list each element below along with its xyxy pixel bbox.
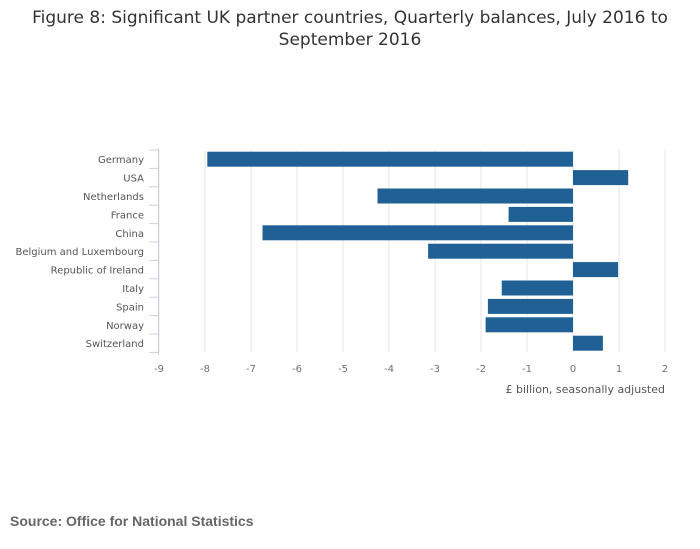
y-tick-label: China [115, 229, 144, 240]
x-tick-label: -7 [246, 364, 256, 375]
source-note: Source: Office for National Statistics [10, 513, 254, 529]
x-tick-label: -9 [154, 364, 164, 375]
x-tick-label: 1 [616, 364, 622, 375]
y-tick-label: Belgium and Luxembourg [16, 247, 145, 258]
bar[interactable] [573, 262, 619, 278]
y-axis-ticks [149, 148, 159, 355]
y-tick-label: Switzerland [86, 339, 144, 350]
x-tick-label: 2 [662, 364, 668, 375]
x-axis-title: £ billion, seasonally adjusted [506, 383, 665, 396]
bar[interactable] [377, 188, 574, 204]
x-tick-label: 0 [570, 364, 576, 375]
bar[interactable] [262, 225, 574, 241]
y-tick-label: Spain [116, 302, 144, 313]
x-tick-label: -8 [200, 364, 210, 375]
bar[interactable] [485, 317, 573, 333]
bar[interactable] [508, 206, 573, 222]
x-axis-labels: -9 -8 -7 -6 -5 -4 -3 -2 -1 0 1 2 [154, 364, 668, 375]
chart-title: Figure 8: Significant UK partner countri… [32, 8, 668, 50]
y-tick-label: Netherlands [83, 192, 144, 203]
x-tick-label: -5 [338, 364, 348, 375]
x-tick-label: -2 [476, 364, 486, 375]
y-axis-labels: Germany USA Netherlands France China Belgium … [16, 155, 145, 350]
bar[interactable] [573, 170, 629, 186]
bar[interactable] [501, 280, 573, 296]
bar[interactable] [487, 298, 573, 314]
bar[interactable] [428, 243, 573, 259]
y-tick-label: France [111, 210, 144, 221]
bars [207, 151, 629, 351]
bar[interactable] [207, 151, 574, 167]
x-tick-label: -3 [430, 364, 440, 375]
x-tick-label: -4 [384, 364, 394, 375]
y-tick-label: Republic of Ireland [51, 266, 144, 277]
x-tick-label: -6 [292, 364, 302, 375]
y-tick-label: Norway [106, 321, 144, 332]
y-tick-label: Germany [98, 155, 144, 166]
bar[interactable] [573, 335, 603, 351]
y-tick-label: Italy [122, 284, 144, 295]
x-tick-label: -1 [522, 364, 532, 375]
y-tick-label: USA [123, 174, 144, 185]
